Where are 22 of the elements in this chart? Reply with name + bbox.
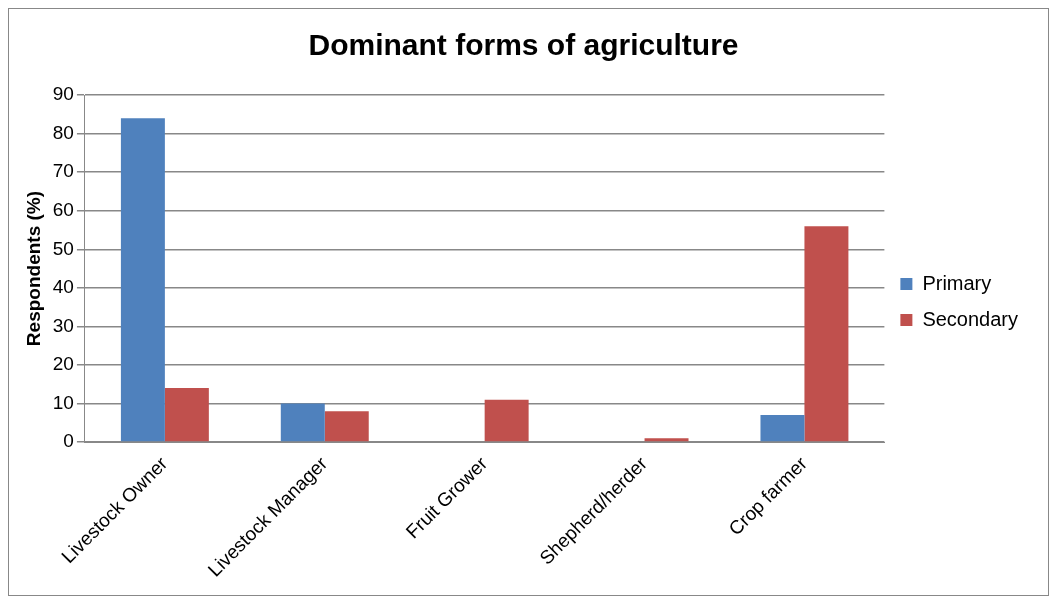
y-tick-label: 80 [52, 121, 74, 143]
y-tick-label: 20 [52, 353, 74, 375]
y-tick-label: 0 [63, 430, 74, 452]
bar [324, 411, 369, 442]
y-tick-label: 40 [52, 276, 74, 298]
chart-title: Dominant forms of agriculture [308, 28, 739, 62]
y-tick-label: 90 [52, 83, 74, 105]
y-tick-label: 50 [52, 237, 74, 259]
bar [804, 226, 849, 442]
y-tick-label: 70 [52, 160, 74, 182]
bar [280, 403, 325, 442]
bar [484, 399, 529, 442]
y-tick-label: 60 [52, 198, 74, 220]
bar [120, 118, 165, 442]
y-tick-label: 10 [52, 391, 74, 413]
y-tick-label: 30 [52, 314, 74, 336]
y-axis-title: Respondents (%) [22, 190, 44, 347]
bar [164, 388, 209, 442]
legend-label: Primary [922, 271, 992, 294]
bar [644, 438, 689, 442]
legend-label: Secondary [922, 307, 1019, 330]
bar [760, 415, 805, 442]
